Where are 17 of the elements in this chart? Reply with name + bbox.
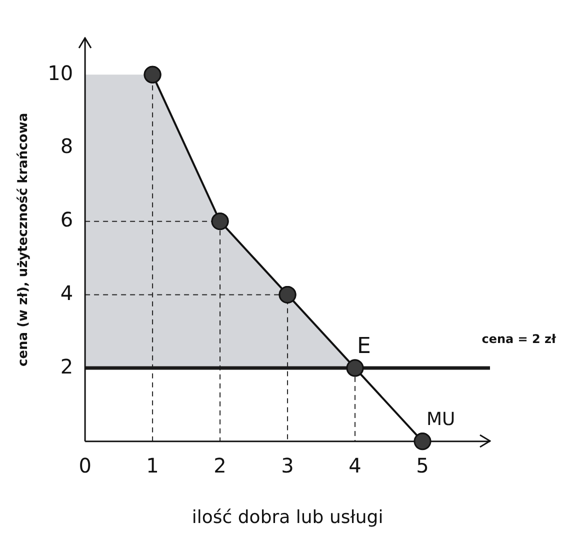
x-tick-label: 4 [348, 454, 362, 478]
y-tick-label: 4 [60, 280, 74, 305]
x-tick-label: 0 [78, 454, 92, 478]
y-axis-title: cena (w zł), użyteczność krańcowa [16, 112, 32, 367]
y-tick-label: 2 [60, 354, 74, 378]
annotation: E [357, 334, 371, 359]
series-label: MU [426, 409, 456, 430]
y-tick-label: 10 [48, 60, 74, 85]
point [414, 432, 432, 450]
x-axis-title: ilość dobra lub usługi [192, 506, 384, 528]
x-tick-label: 1 [146, 454, 159, 478]
ref-line-label: cena = 2 zł [482, 332, 557, 346]
x-tick-label: 3 [281, 454, 294, 478]
y-tick-label: 8 [60, 134, 74, 158]
x-tick-label: 5 [416, 454, 429, 478]
x-tick-label: 2 [214, 454, 226, 478]
y-tick-label: 6 [60, 208, 74, 232]
